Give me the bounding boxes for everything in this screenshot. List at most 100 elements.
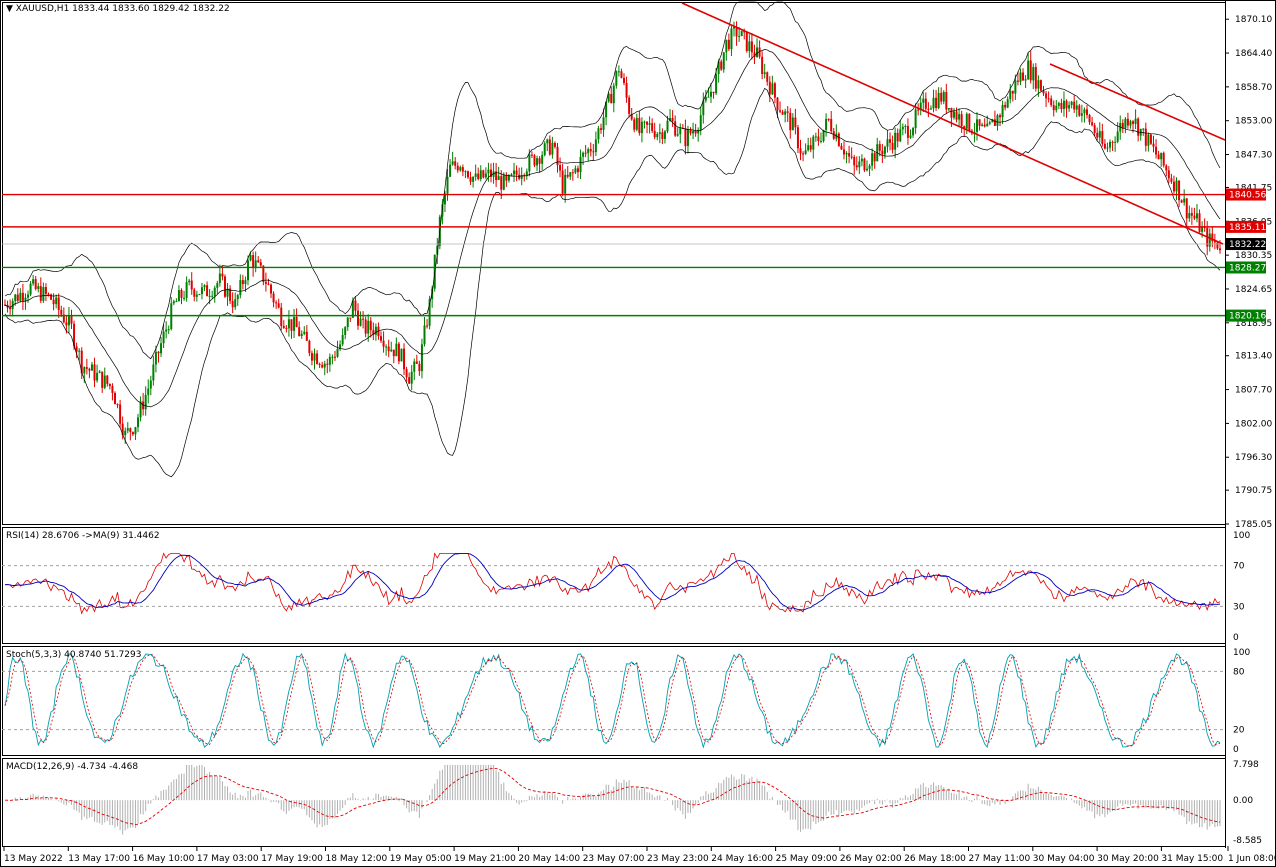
candle-body xyxy=(1098,131,1101,138)
candle-body xyxy=(986,123,989,127)
candle-body xyxy=(1055,105,1058,111)
collapse-triangle-icon[interactable]: ▼ xyxy=(6,4,13,14)
candle-body xyxy=(1083,109,1086,114)
candle-body xyxy=(1070,101,1073,106)
candle-body xyxy=(1124,118,1127,128)
candle-body xyxy=(1149,134,1152,144)
candle-body xyxy=(226,288,229,297)
candle-body xyxy=(247,260,249,281)
candle-body xyxy=(116,404,119,406)
candle-body xyxy=(1216,242,1219,249)
stoch-tick-label: 100 xyxy=(1233,648,1250,658)
candle-body xyxy=(638,117,641,134)
candle-body xyxy=(1060,103,1063,110)
candle-body xyxy=(464,171,467,173)
candle-body xyxy=(180,290,183,298)
level-tag xyxy=(1226,261,1266,274)
candle-body xyxy=(740,30,743,37)
level-tag xyxy=(1226,220,1266,233)
candle-body xyxy=(750,41,753,53)
candle-body xyxy=(293,317,296,331)
macd-tick-label: 0.00 xyxy=(1233,796,1253,806)
candle-body xyxy=(16,294,19,301)
candle-body xyxy=(748,41,751,52)
candle-body xyxy=(753,52,756,57)
rsi-ma-line xyxy=(4,552,1221,611)
candle-body xyxy=(119,404,122,424)
price-tick-label: 1807.70 xyxy=(1235,386,1272,396)
rsi-line xyxy=(4,552,1221,615)
candle-body xyxy=(993,119,996,126)
candle-body xyxy=(796,127,799,149)
candle-body xyxy=(896,132,899,142)
candle-body xyxy=(137,417,140,428)
bollinger-upper xyxy=(4,1,1221,360)
candle-body xyxy=(67,315,70,326)
rsi-tick-label: 0 xyxy=(1233,633,1239,643)
candle-body xyxy=(635,117,638,130)
candle-body xyxy=(80,350,83,374)
candle-body xyxy=(85,367,88,369)
candle-body xyxy=(34,279,37,289)
candle-body xyxy=(252,255,255,268)
candle-body xyxy=(684,128,687,147)
level-tag xyxy=(1226,309,1266,322)
candle-body xyxy=(507,175,510,181)
candle-body xyxy=(52,299,55,305)
candle-body xyxy=(1165,165,1168,171)
candle-body xyxy=(1006,99,1009,108)
time-label: 13 May 17:00 xyxy=(68,854,130,864)
candle-body xyxy=(152,364,155,381)
stoch-title: Stoch(5,3,3) 40.8740 51.7293 xyxy=(6,650,142,660)
candle-body xyxy=(290,319,293,331)
candle-body xyxy=(308,340,311,354)
candle-body xyxy=(385,346,388,348)
candle-body xyxy=(65,322,68,326)
candle-body xyxy=(983,124,986,127)
price-tick-label: 1864.40 xyxy=(1235,49,1272,59)
candle-body xyxy=(477,173,480,180)
candle-body xyxy=(272,293,275,303)
candle-body xyxy=(282,326,285,328)
candle-body xyxy=(945,92,948,110)
macd-signal-line xyxy=(5,767,1221,825)
time-label: 16 May 10:00 xyxy=(133,854,195,864)
candle-body xyxy=(1114,141,1117,143)
candle-body xyxy=(1180,200,1183,203)
candle-body xyxy=(154,351,157,365)
candle-body xyxy=(21,292,24,301)
candle-body xyxy=(779,110,782,112)
candle-body xyxy=(203,285,206,288)
price-tick-label: 1796.30 xyxy=(1235,453,1272,463)
candle-body xyxy=(871,153,874,166)
candle-body xyxy=(607,93,610,102)
bollinger-group xyxy=(4,1,1221,478)
candle-body xyxy=(1188,213,1191,219)
candle-body xyxy=(623,77,626,83)
candle-body xyxy=(584,152,587,154)
candle-body xyxy=(50,294,53,300)
candle-body xyxy=(1029,60,1032,81)
candle-body xyxy=(362,318,365,320)
candle-body xyxy=(1190,213,1193,216)
candle-body xyxy=(326,363,329,365)
candle-body xyxy=(502,174,505,190)
candle-body xyxy=(929,108,932,110)
candle-body xyxy=(1034,67,1037,89)
candle-body xyxy=(981,124,984,126)
low-value: 1829.42 xyxy=(152,4,190,14)
panel-main xyxy=(2,2,1226,525)
candle-body xyxy=(651,123,654,131)
candle-body xyxy=(947,107,950,110)
candle-body xyxy=(712,91,715,94)
price-tick-label: 1802.00 xyxy=(1235,419,1272,429)
candle-body xyxy=(474,173,477,177)
candle-body xyxy=(90,364,93,371)
candle-body xyxy=(1022,72,1025,81)
candle-body xyxy=(413,361,416,372)
candle-body xyxy=(195,294,198,297)
candle-body xyxy=(814,136,817,138)
candle-body xyxy=(351,300,354,318)
candle-body xyxy=(239,280,242,296)
